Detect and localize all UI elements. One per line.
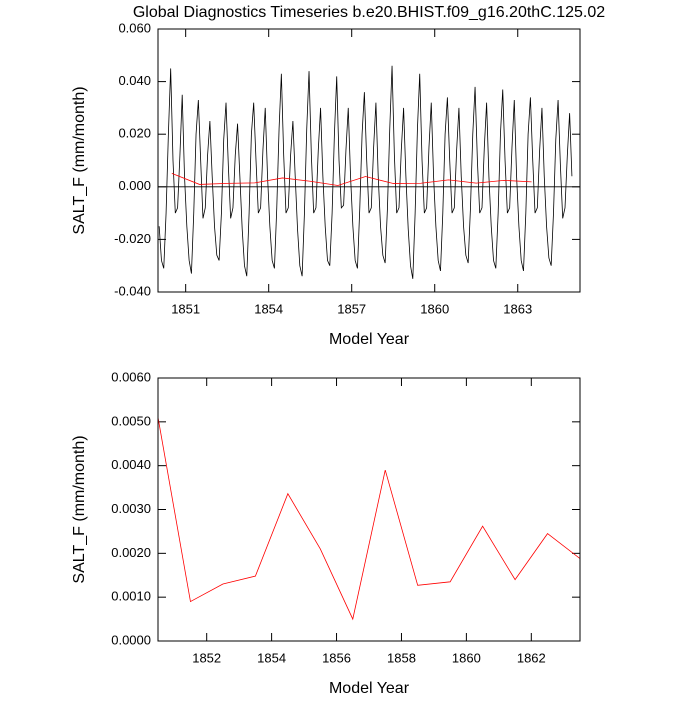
y-axis-label: SALT_F (mm/month) [71, 86, 88, 234]
y-tick-label: 0.0050 [111, 413, 151, 428]
y-tick-label: -0.040 [114, 283, 151, 298]
x-tick-label: 1851 [171, 301, 200, 316]
x-tick-label: 1858 [387, 650, 416, 665]
series-line [158, 417, 580, 621]
x-tick-label: 1860 [420, 301, 449, 316]
y-tick-label: 0.0030 [111, 501, 151, 516]
x-axis-label: Model Year [329, 680, 410, 697]
y-tick-label: 0.0000 [111, 632, 151, 647]
plot-frame [157, 28, 581, 293]
x-tick-label: 1854 [254, 301, 283, 316]
y-tick-label: 0.0060 [111, 369, 151, 384]
x-tick-label: 1860 [452, 650, 481, 665]
series-line [158, 65, 573, 279]
x-tick-label: 1857 [337, 301, 366, 316]
y-tick-label: 0.0040 [111, 457, 151, 472]
y-tick-label: 0.0020 [111, 545, 151, 560]
y-tick-label: 0.0010 [111, 589, 151, 604]
plot-frame [157, 377, 581, 642]
chart-title: Global Diagnostics Timeseries b.e20.BHIS… [133, 4, 605, 21]
x-tick-label: 1856 [322, 650, 351, 665]
series-line [171, 173, 532, 186]
y-tick-label: 0.000 [118, 178, 151, 193]
x-tick-label: 1863 [503, 301, 532, 316]
y-axis-label: SALT_F (mm/month) [71, 435, 88, 583]
x-axis-label: Model Year [329, 331, 410, 348]
y-tick-label: 0.060 [118, 20, 151, 35]
y-tick-label: 0.020 [118, 126, 151, 141]
x-tick-label: 1854 [257, 650, 286, 665]
y-tick-label: 0.040 [118, 73, 151, 88]
y-tick-label: -0.020 [114, 231, 151, 246]
x-tick-label: 1852 [192, 650, 221, 665]
x-tick-label: 1862 [517, 650, 546, 665]
